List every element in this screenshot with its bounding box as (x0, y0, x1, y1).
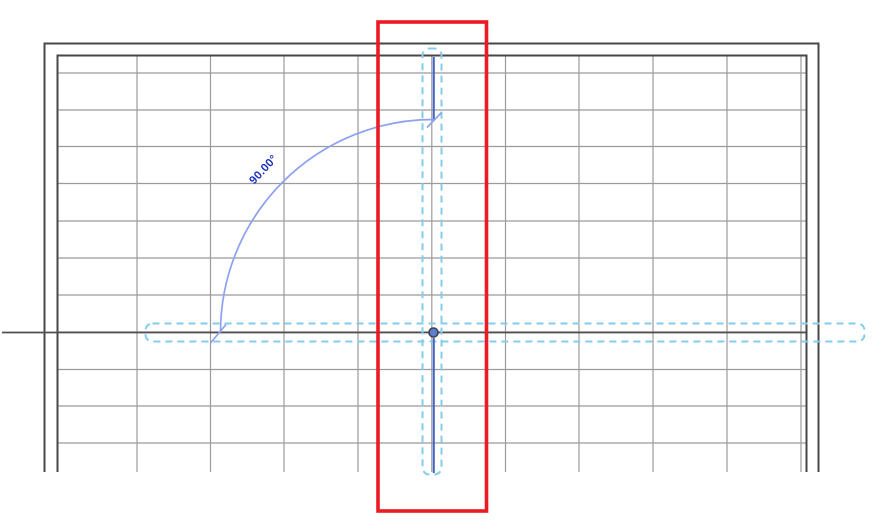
angle-arc (219, 118, 434, 333)
wall-outline (43, 42, 820, 472)
arc-tick-arrowhead (209, 323, 227, 344)
rotation-center-point[interactable] (428, 327, 439, 338)
rotation-angle-arc (209, 111, 443, 344)
highlight-rectangle (376, 20, 489, 513)
selection-highlight-dashed (144, 47, 866, 476)
rotation-angle-label: 90.00° (247, 153, 280, 187)
ceiling-grid (57, 55, 807, 472)
arc-tick-arrowhead (426, 111, 443, 129)
selection-highlight-vertical (421, 47, 443, 476)
selection-highlight-horizontal (144, 322, 866, 343)
